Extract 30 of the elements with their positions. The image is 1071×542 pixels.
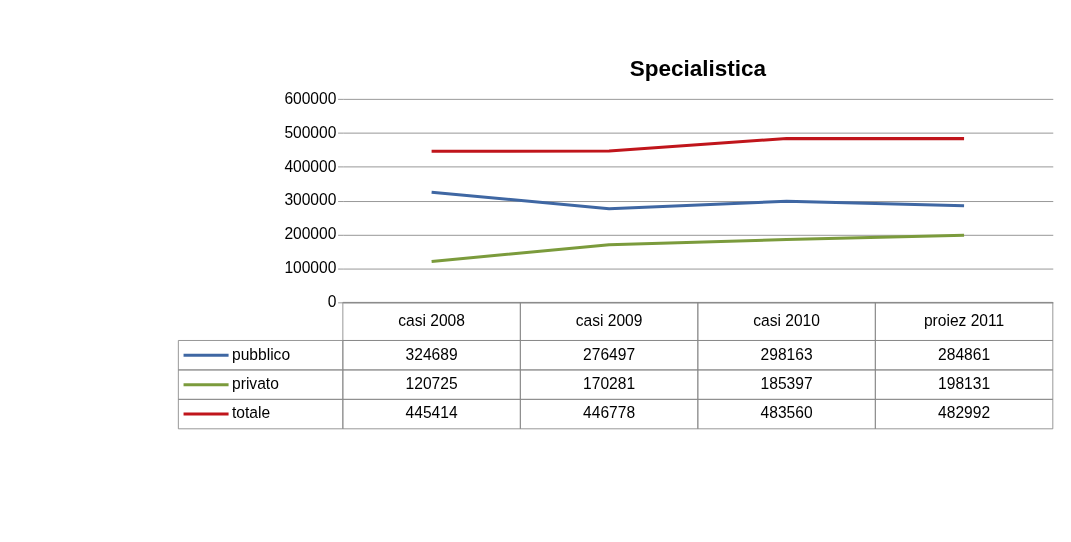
y-tick-label: 100000 bbox=[284, 259, 337, 277]
y-tick-label: 200000 bbox=[284, 225, 337, 243]
y-tick-label: 500000 bbox=[284, 123, 337, 141]
x-tick-label: proiez 2011 bbox=[923, 312, 1005, 330]
y-tick-label: 600000 bbox=[284, 89, 337, 107]
data-label: 198131 bbox=[938, 374, 991, 392]
y-tick-label: 400000 bbox=[284, 157, 337, 175]
y-tick-label: 300000 bbox=[284, 191, 337, 209]
x-tick-label: casi 2010 bbox=[753, 312, 821, 330]
data-label: 298163 bbox=[760, 345, 813, 363]
data-label: 324689 bbox=[405, 345, 458, 363]
data-label: 170281 bbox=[583, 374, 636, 392]
chart-title: Specialistica bbox=[629, 56, 767, 82]
data-label: 276497 bbox=[583, 345, 636, 363]
line-series bbox=[430, 190, 966, 211]
x-tick-label: casi 2009 bbox=[575, 312, 643, 330]
data-label: 445414 bbox=[405, 404, 458, 422]
legend-label: totale bbox=[232, 404, 271, 422]
data-label: 284861 bbox=[938, 345, 991, 363]
x-tick-label: casi 2008 bbox=[398, 312, 465, 330]
line-series bbox=[430, 233, 966, 263]
data-label: 120725 bbox=[405, 374, 458, 392]
data-label: 483560 bbox=[760, 404, 813, 422]
legend-label: pubblico bbox=[232, 345, 291, 363]
data-label: 446778 bbox=[583, 404, 636, 422]
data-label: 185397 bbox=[760, 374, 813, 392]
y-tick-label: 0 bbox=[327, 293, 337, 311]
data-label: 482992 bbox=[938, 404, 991, 422]
line-series bbox=[430, 136, 966, 153]
legend-label: privato bbox=[232, 374, 280, 392]
